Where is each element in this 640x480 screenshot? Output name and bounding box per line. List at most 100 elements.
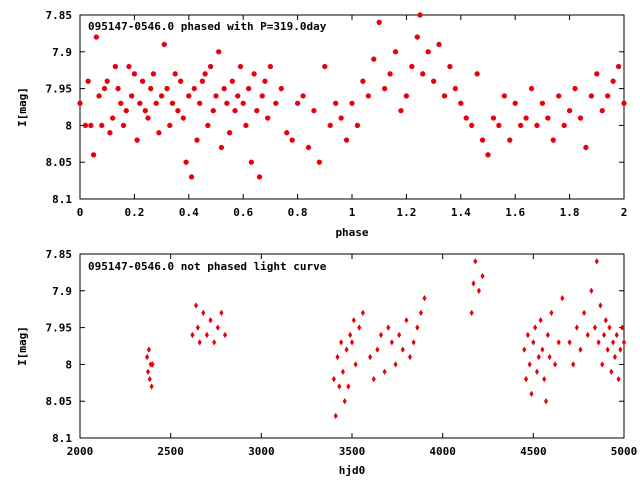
data-point xyxy=(349,100,355,106)
data-point xyxy=(403,93,409,99)
data-point xyxy=(417,12,423,18)
data-point xyxy=(452,86,458,92)
data-point xyxy=(156,130,162,136)
data-point xyxy=(572,86,578,92)
data-point xyxy=(605,346,610,353)
data-point xyxy=(82,122,89,128)
data-point xyxy=(447,63,453,70)
data-point xyxy=(193,302,199,309)
data-point xyxy=(351,316,356,324)
unphased-light-curve-panel: 2000 2500 3000 3500 4000 4500 5000 7.85 7.9 7.95 8… xyxy=(16,248,637,477)
x-tick-label: 0.6 xyxy=(233,206,253,219)
data-point xyxy=(545,331,550,339)
data-point xyxy=(389,339,394,346)
data-point xyxy=(556,93,562,99)
data-point xyxy=(164,86,170,92)
data-point xyxy=(400,346,405,353)
data-point xyxy=(146,346,152,353)
data-point xyxy=(110,115,116,121)
y-tick-label: 7.9 xyxy=(52,285,72,298)
data-point xyxy=(393,361,398,368)
data-point xyxy=(337,383,342,390)
x-axis-label: phase xyxy=(335,226,368,239)
data-point xyxy=(197,100,203,106)
data-point xyxy=(208,316,213,324)
data-point xyxy=(523,375,529,383)
data-point xyxy=(474,71,480,77)
data-point xyxy=(545,115,551,121)
data-point xyxy=(469,309,474,317)
data-point xyxy=(603,316,608,324)
x-tick-label: 0.8 xyxy=(288,206,308,219)
x-tick-label: 3500 xyxy=(339,445,366,458)
y-tick-label: 8.1 xyxy=(52,193,72,206)
data-point xyxy=(476,287,482,295)
data-point xyxy=(178,78,184,84)
data-point xyxy=(552,361,558,368)
data-point xyxy=(216,49,222,55)
x-axis-label: hjd0 xyxy=(339,464,366,477)
data-point xyxy=(265,115,271,121)
data-point xyxy=(227,130,233,136)
data-point xyxy=(96,93,102,99)
data-point xyxy=(139,78,146,84)
data-series xyxy=(144,258,627,420)
data-point xyxy=(585,331,590,339)
data-point xyxy=(357,324,362,331)
data-point xyxy=(522,346,527,353)
data-point xyxy=(533,324,538,331)
data-point xyxy=(134,137,140,143)
data-point xyxy=(93,34,99,40)
data-point xyxy=(85,78,91,84)
data-point xyxy=(137,100,143,106)
data-point xyxy=(605,93,611,99)
data-point xyxy=(194,137,200,143)
data-point xyxy=(218,144,225,151)
data-point xyxy=(538,316,543,324)
data-point xyxy=(199,78,205,84)
data-point xyxy=(592,324,598,331)
data-point xyxy=(578,346,583,353)
data-point xyxy=(300,93,306,99)
data-point xyxy=(550,137,556,143)
data-point xyxy=(480,272,485,280)
data-point xyxy=(339,339,344,346)
data-point xyxy=(378,331,384,339)
data-point xyxy=(598,302,603,309)
x-tick-label: 1.2 xyxy=(396,206,416,219)
plot-frame xyxy=(79,253,625,439)
data-point xyxy=(422,294,427,302)
data-point xyxy=(525,331,530,339)
data-point xyxy=(368,353,373,361)
data-point xyxy=(91,152,97,158)
data-point xyxy=(129,93,135,99)
data-point xyxy=(496,122,502,128)
data-point xyxy=(131,71,137,77)
data-point xyxy=(120,122,127,128)
data-point xyxy=(237,63,244,70)
data-point xyxy=(577,115,584,121)
x-tick-label: 3000 xyxy=(248,445,275,458)
data-point xyxy=(338,115,344,121)
x-tick-label: 1.4 xyxy=(451,206,471,219)
y-axis-label: I[mag] xyxy=(16,87,29,127)
data-point xyxy=(420,71,426,77)
data-point xyxy=(101,86,108,92)
data-point xyxy=(284,130,290,136)
data-point xyxy=(436,41,442,48)
data-point xyxy=(202,71,208,77)
data-point xyxy=(458,100,464,106)
data-point xyxy=(224,100,230,106)
data-point xyxy=(142,108,148,114)
data-point xyxy=(289,137,295,143)
data-point xyxy=(589,287,594,295)
data-point xyxy=(534,368,540,376)
data-point xyxy=(180,115,186,121)
data-point xyxy=(407,353,413,361)
data-point xyxy=(441,93,448,99)
y-tick-label: 8.05 xyxy=(46,395,73,408)
data-point xyxy=(346,383,351,390)
data-point xyxy=(327,122,333,128)
y-tick-label: 7.85 xyxy=(46,9,73,22)
data-point xyxy=(183,159,189,165)
